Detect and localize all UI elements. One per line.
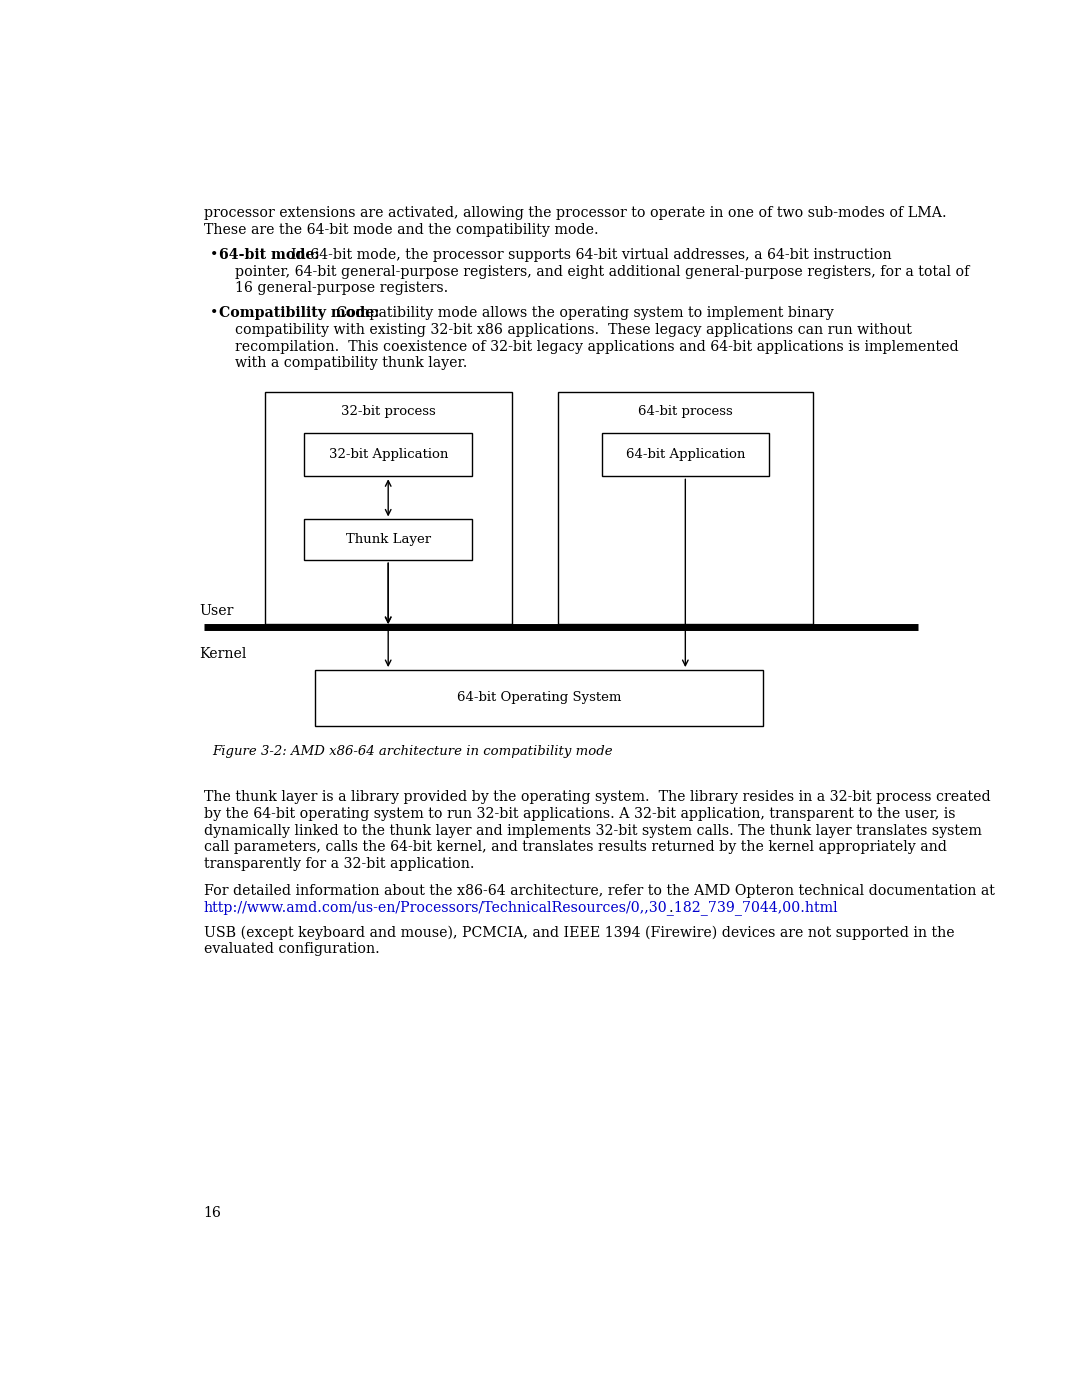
Text: Figure 3-2: AMD x86-64 architecture in compatibility mode: Figure 3-2: AMD x86-64 architecture in c… bbox=[212, 745, 612, 759]
Text: evaluated configuration.: evaluated configuration. bbox=[204, 942, 379, 956]
Text: transparently for a 32-bit application.: transparently for a 32-bit application. bbox=[204, 858, 474, 872]
Text: For detailed information about the x86-64 architecture, refer to the AMD Opteron: For detailed information about the x86-6… bbox=[204, 884, 995, 898]
Text: In 64-bit mode, the processor supports 64-bit virtual addresses, a 64-bit instru: In 64-bit mode, the processor supports 6… bbox=[291, 249, 891, 263]
Text: User: User bbox=[200, 604, 234, 617]
Text: compatibility with existing 32-bit x86 applications.  These legacy applications : compatibility with existing 32-bit x86 a… bbox=[235, 323, 913, 337]
Text: These are the 64-bit mode and the compatibility mode.: These are the 64-bit mode and the compat… bbox=[204, 224, 598, 237]
Text: USB (except keyboard and mouse), PCMCIA, and IEEE 1394 (Firewire) devices are no: USB (except keyboard and mouse), PCMCIA,… bbox=[204, 926, 955, 940]
Text: by the 64-bit operating system to run 32-bit applications. A 32-bit application,: by the 64-bit operating system to run 32… bbox=[204, 807, 955, 821]
Text: 64-bit Operating System: 64-bit Operating System bbox=[457, 692, 621, 704]
Text: http://www.amd.com/us-en/Processors/TechnicalResources/0,,30_182_739_7044,00.htm: http://www.amd.com/us-en/Processors/Tech… bbox=[204, 901, 838, 915]
Text: 16 general-purpose registers.: 16 general-purpose registers. bbox=[235, 281, 448, 295]
Text: The thunk layer is a library provided by the operating system.  The library resi: The thunk layer is a library provided by… bbox=[204, 791, 990, 805]
Text: Compatibility mode allows the operating system to implement binary: Compatibility mode allows the operating … bbox=[332, 306, 834, 320]
Bar bbox=[557, 393, 813, 623]
Text: recompilation.  This coexistence of 32-bit legacy applications and 64-bit applic: recompilation. This coexistence of 32-bi… bbox=[235, 339, 959, 353]
Bar bbox=[315, 671, 762, 726]
Text: 64-bit mode:: 64-bit mode: bbox=[218, 249, 324, 263]
Text: Thunk Layer: Thunk Layer bbox=[346, 534, 431, 546]
Text: call parameters, calls the 64-bit kernel, and translates results returned by the: call parameters, calls the 64-bit kernel… bbox=[204, 841, 946, 855]
Text: 64-bit process: 64-bit process bbox=[638, 405, 732, 418]
Text: with a compatibility thunk layer.: with a compatibility thunk layer. bbox=[235, 356, 468, 370]
Bar bbox=[265, 393, 512, 623]
Text: processor extensions are activated, allowing the processor to operate in one of : processor extensions are activated, allo… bbox=[204, 207, 946, 221]
Text: 32-bit Application: 32-bit Application bbox=[328, 448, 448, 461]
Bar bbox=[305, 520, 472, 560]
Text: pointer, 64-bit general-purpose registers, and eight additional general-purpose : pointer, 64-bit general-purpose register… bbox=[235, 264, 970, 279]
Text: 64-bit Application: 64-bit Application bbox=[625, 448, 745, 461]
Text: 16: 16 bbox=[204, 1206, 221, 1220]
Text: Compatibility mode:: Compatibility mode: bbox=[218, 306, 384, 320]
Text: •: • bbox=[211, 306, 219, 320]
Text: .: . bbox=[669, 901, 673, 915]
Bar bbox=[305, 433, 472, 476]
Bar bbox=[602, 433, 769, 476]
Text: Kernel: Kernel bbox=[200, 647, 247, 661]
Text: dynamically linked to the thunk layer and implements 32-bit system calls. The th: dynamically linked to the thunk layer an… bbox=[204, 824, 982, 838]
Text: •: • bbox=[211, 249, 219, 263]
Text: 32-bit process: 32-bit process bbox=[341, 405, 435, 418]
